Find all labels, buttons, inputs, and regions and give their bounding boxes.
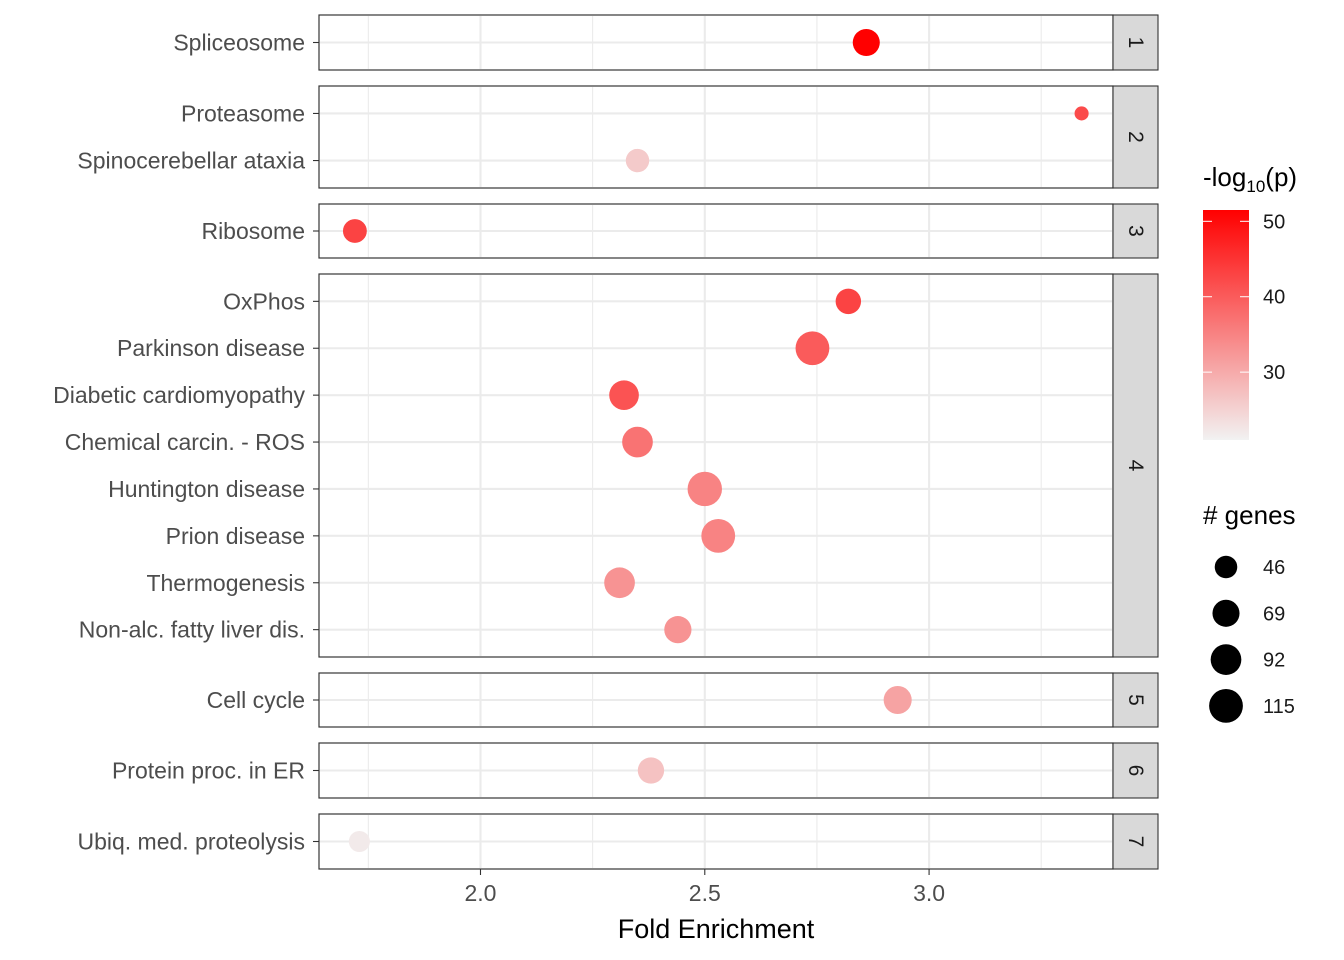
color-legend: -log10(p) 30 40 50 (1203, 162, 1297, 440)
facet-strip-label: 2 (1124, 131, 1147, 143)
facet-panel-3: Ribosome 3 (201, 203, 1159, 259)
colorbar-label: 50 (1263, 211, 1285, 233)
y-tick-label: Thermogenesis (146, 570, 305, 596)
data-point (687, 471, 722, 507)
y-tick-label: Spliceosome (173, 30, 305, 56)
size-legend: # genes 46 69 92 115 (1203, 500, 1296, 723)
panel-background (318, 85, 1114, 189)
x-tick-label: 2.0 (464, 880, 496, 906)
data-point (852, 28, 880, 57)
y-tick-label: Parkinson disease (117, 335, 305, 361)
data-point (609, 380, 639, 410)
facet-strip (1112, 14, 1159, 71)
x-tick-label: 2.5 (689, 880, 721, 906)
facet-strip-label: 1 (1124, 37, 1147, 49)
facet-strip-label: 6 (1124, 765, 1147, 777)
y-tick-label: Chemical carcin. - ROS (65, 429, 305, 455)
y-tick-label: Non-alc. fatty liver dis. (79, 617, 305, 643)
colorbar-label: 30 (1263, 362, 1285, 384)
y-tick-label: Spinocerebellar ataxia (77, 148, 305, 174)
panel-background (318, 273, 1114, 658)
size-legend-point (1214, 555, 1238, 579)
size-legend-label: 92 (1263, 650, 1285, 672)
facet-strip-label: 5 (1124, 694, 1147, 706)
y-tick-label: Ribosome (201, 218, 305, 244)
size-legend-label: 46 (1263, 557, 1285, 579)
facet-panel-1: Spliceosome 1 (173, 14, 1159, 71)
color-legend-title-end: (p) (1265, 162, 1297, 192)
color-legend-title-main: -log (1203, 162, 1246, 192)
y-tick-label: Diabetic cardiomyopathy (53, 382, 305, 408)
y-tick-label: Protein proc. in ER (112, 758, 305, 784)
x-axis: 2.0 2.5 3.0 (464, 869, 945, 906)
data-point (348, 830, 370, 853)
facet-panel-6: Protein proc. in ER 6 (112, 742, 1159, 799)
colorbar-label: 40 (1263, 287, 1285, 309)
facet-strip (1112, 203, 1159, 259)
x-axis-title: Fold Enrichment (618, 914, 815, 944)
data-point (664, 616, 692, 644)
facet-strip (1112, 85, 1159, 189)
data-point (604, 567, 635, 599)
y-tick-label: Prion disease (166, 523, 305, 549)
data-point (701, 518, 736, 553)
facet-panel-5: Cell cycle 5 (207, 672, 1159, 728)
y-tick-label: Ubiq. med. proteolysis (77, 829, 305, 855)
size-legend-point (1209, 689, 1243, 723)
facet-strip (1112, 273, 1159, 658)
facet-strip-label: 4 (1124, 460, 1147, 472)
size-legend-items: 46 69 92 115 (1209, 555, 1295, 723)
facet-strip (1112, 672, 1159, 728)
x-tick-label: 3.0 (913, 880, 945, 906)
data-point (835, 288, 862, 315)
y-tick-label: Proteasome (181, 100, 305, 126)
colorbar-ticks: 30 40 50 (1203, 211, 1285, 384)
facet-strip (1112, 813, 1159, 870)
color-legend-title: -log10(p) (1203, 162, 1297, 196)
facet-panel-7: Ubiq. med. proteolysis 7 (77, 813, 1159, 870)
data-point (795, 331, 830, 366)
size-legend-title: # genes (1203, 500, 1296, 530)
facet-panel-4: OxPhos Parkinson disease Diabetic cardiomy… (53, 273, 1159, 658)
data-point (625, 148, 650, 173)
size-legend-label: 115 (1263, 696, 1295, 718)
data-point (637, 757, 665, 784)
facet-strip (1112, 742, 1159, 799)
colorbar (1203, 210, 1249, 440)
data-point (622, 426, 653, 458)
color-legend-title-sub: 10 (1246, 177, 1265, 196)
y-tick-label: OxPhos (223, 288, 305, 314)
data-point (883, 685, 912, 715)
y-tick-label: Cell cycle (207, 687, 305, 713)
facet-panel-2: Proteasome Spinocerebellar ataxia 2 (77, 85, 1159, 189)
size-legend-label: 69 (1263, 603, 1285, 625)
data-point (1074, 106, 1089, 121)
facet-panels: Spliceosome 1 Proteasome Spinocerebellar at… (53, 14, 1159, 870)
size-legend-point (1212, 599, 1240, 627)
facet-strip-label: 3 (1124, 225, 1147, 237)
facet-strip-label: 7 (1124, 836, 1147, 848)
y-tick-label: Huntington disease (108, 476, 305, 502)
size-legend-point (1210, 644, 1242, 675)
data-point (342, 219, 367, 243)
